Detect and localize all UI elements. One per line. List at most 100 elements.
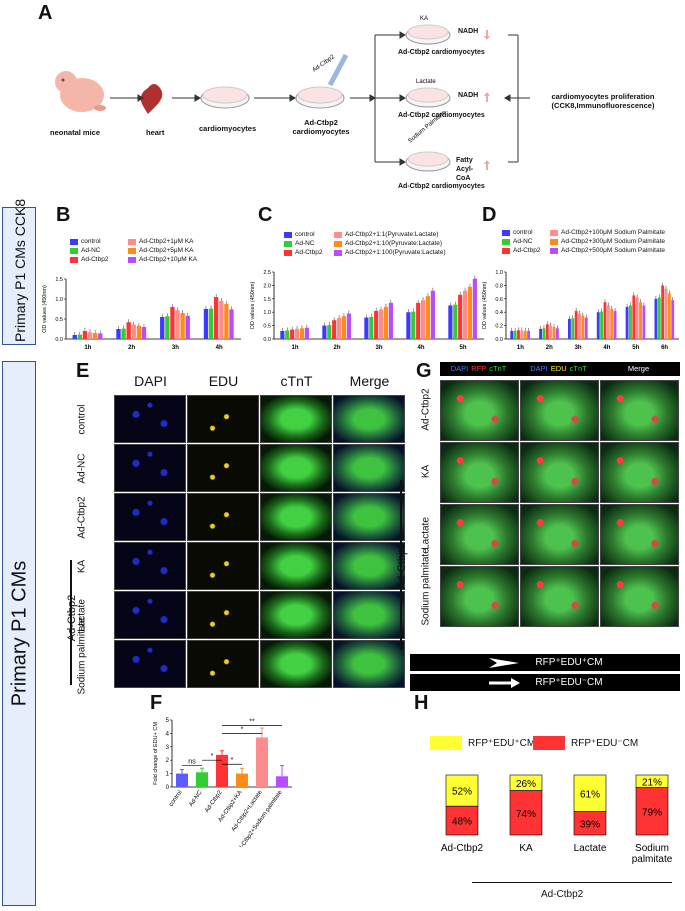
y-tick-label: 1 (166, 772, 170, 778)
legend-label: Ad-Ctbp2 (81, 256, 109, 263)
e-image-cell (260, 444, 332, 492)
y-axis-label: OD values (450nm) (42, 285, 48, 333)
stack-label-bottom: 48% (452, 817, 472, 828)
g-column-header: DAPI EDU cTnT (520, 362, 600, 376)
bar (160, 317, 165, 339)
legend-label: Ad-Ctbp2+100μM Sodium Palmitate (561, 229, 666, 236)
legend-label: Ad-Ctbp2+1:1(Pyruvate:Lactate) (345, 231, 439, 238)
bar (229, 309, 234, 339)
stack-segment-red (509, 790, 543, 836)
g-image-cell (440, 442, 519, 503)
e-column-header: cTnT (280, 373, 313, 389)
bar (520, 330, 524, 339)
g-image-cell (520, 380, 599, 441)
legend-label: control (81, 238, 101, 245)
y-tick-label: 1.0 (263, 310, 271, 316)
e-image-cell (333, 493, 405, 541)
category-label: Sodium (635, 843, 669, 854)
legend-item: Ad-NC (502, 237, 550, 246)
stack-segment-red (635, 787, 669, 836)
bar (285, 330, 290, 339)
bar (82, 331, 88, 339)
legend-label: Ad-Ctbp2 (513, 247, 541, 254)
legend-swatch (502, 247, 510, 254)
e-image-cell (260, 591, 332, 639)
bar (388, 302, 393, 339)
bar (603, 302, 607, 339)
x-tick-label: 4h (603, 345, 610, 351)
node-ad-ctbp2: Ad-Ctbp2 cardiomyocytes (292, 118, 350, 136)
up-arrow-icon (484, 160, 490, 170)
stack-label-bottom: 74% (516, 809, 536, 820)
bar (523, 330, 527, 339)
g-header-part: cTnT (569, 364, 587, 373)
stack-label-bottom: 79% (642, 807, 662, 818)
x-tick-label: 1h (517, 345, 524, 351)
x-tick-label: 1h (84, 345, 91, 351)
e-image-cell (187, 444, 259, 492)
heart-icon (140, 84, 163, 114)
g-image-cell (600, 380, 679, 441)
sidebar-primary-text: Primary P1 CMs (8, 560, 31, 707)
legend-swatch (70, 247, 78, 254)
bar (176, 773, 188, 787)
dish-ka: KA (405, 16, 451, 45)
stack-label-top: 61% (580, 789, 600, 800)
bar (596, 312, 600, 339)
bar (214, 297, 219, 339)
e-image-cell (260, 493, 332, 541)
e-image-cell (187, 395, 259, 443)
e-image-cell (333, 591, 405, 639)
legend-item: control (284, 230, 334, 239)
e-image-cell (114, 493, 186, 541)
legend-label: Ad-Ctbp2+1μM KA (139, 238, 194, 245)
chart-f: 0 1 2 3 4 5 Fold change of EDU+ CM control Ad-NC… (153, 718, 292, 847)
bar (555, 328, 559, 339)
x-tick-label: control (168, 790, 183, 808)
bar (219, 301, 224, 339)
legend-item: Ad-Ctbp2+100μM Sodium Palmitate (550, 228, 685, 237)
bar (667, 293, 671, 339)
g-column-header: Merge (600, 362, 680, 376)
category-label: Lactate (574, 843, 607, 854)
bar (203, 309, 209, 339)
bar (517, 330, 520, 339)
chart-d: 0.0 0.2 0.4 0.6 0.8 1.0 OD values (450nm) 1h 2h 3… (482, 270, 679, 351)
legend-item: Ad-Ctbp2 (284, 248, 334, 257)
bar (411, 311, 416, 339)
g-image-cell (440, 566, 519, 627)
up-arrow-icon (484, 92, 490, 102)
e-image-cell (114, 640, 186, 688)
bar (664, 288, 668, 339)
y-tick-label: 1.0 (55, 297, 63, 303)
e-image-cell (333, 542, 405, 590)
e-image-cell (187, 640, 259, 688)
y-tick-label: 4 (166, 731, 170, 737)
legend-swatch (334, 249, 342, 256)
panel-f-label: F (150, 692, 163, 714)
x-tick-label: 2h (333, 345, 340, 351)
stack-label-top: 52% (452, 787, 472, 798)
legend-item: Ad-Ctbp2+5μM KA (128, 246, 258, 255)
e-image-cell (333, 395, 405, 443)
g-row-label: KA (420, 464, 432, 479)
bar (600, 311, 604, 339)
bar (208, 308, 214, 339)
bar (671, 300, 675, 339)
bar (290, 329, 295, 339)
x-tick-label: 1h (291, 345, 298, 351)
caption-lactate: Ad-Ctbp2 cardiomyocytes (398, 112, 485, 119)
e-column-header: Merge (349, 373, 390, 389)
bar (131, 324, 136, 339)
g-image-cell (520, 566, 599, 627)
legend-label: Ad-NC (513, 238, 533, 245)
h-swatch-red (533, 736, 565, 750)
bar (180, 313, 185, 339)
legend-item: Ad-Ctbp2+10μM KA (128, 255, 258, 264)
stack-label-top: 26% (516, 779, 536, 790)
y-axis-label: Fold change of EDU+ CM (153, 722, 159, 785)
bar (364, 317, 369, 339)
legend-item: Ad-Ctbp2+1μM KA (128, 237, 258, 246)
sidebar-cck8-text: Primary P1 CMs CCK8 (12, 198, 28, 342)
legend-label: Ad-Ctbp2+1:10(Pyruvate:Lactate) (345, 240, 443, 247)
